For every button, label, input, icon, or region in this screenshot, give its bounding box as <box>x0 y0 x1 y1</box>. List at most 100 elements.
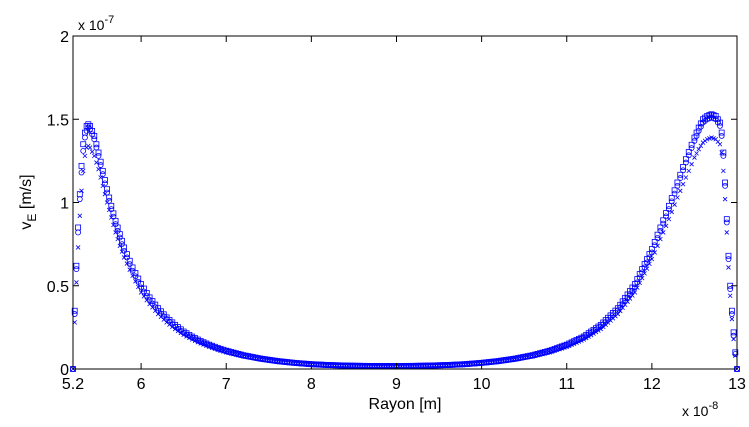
data-point <box>680 181 686 187</box>
data-point <box>677 188 683 194</box>
data-point <box>588 332 594 338</box>
data-point <box>689 161 694 167</box>
data-point <box>119 249 125 254</box>
data-point <box>680 164 686 170</box>
data-point <box>170 324 175 330</box>
data-point <box>680 167 686 174</box>
data-point <box>660 220 667 227</box>
data-point <box>94 160 99 165</box>
data-point <box>730 332 737 339</box>
data-point <box>677 171 684 178</box>
data-point <box>728 311 735 317</box>
data-point <box>97 158 104 165</box>
data-point <box>727 286 734 292</box>
data-point <box>104 200 110 205</box>
plot-area <box>73 36 737 369</box>
data-point <box>630 293 635 298</box>
data-point <box>581 337 587 342</box>
data-point <box>634 285 640 290</box>
data-point <box>732 349 739 356</box>
data-point <box>198 341 203 346</box>
x-tick-label: 6 <box>137 376 146 393</box>
data-point <box>566 343 572 349</box>
data-point <box>672 202 677 208</box>
data-point <box>106 197 113 204</box>
data-point <box>671 190 678 197</box>
data-point <box>106 194 113 201</box>
data-point <box>111 222 116 228</box>
data-point <box>189 337 195 342</box>
data-point <box>693 132 700 139</box>
data-point <box>668 198 675 205</box>
x-tick-label: 11 <box>558 376 575 393</box>
data-point <box>644 259 650 266</box>
data-point <box>102 180 108 187</box>
data-point <box>657 227 664 234</box>
y-exponent-label: x 10-7 <box>78 14 114 33</box>
data-point <box>114 227 121 234</box>
data-point <box>117 243 123 249</box>
y-tick-label: 1 <box>60 196 69 213</box>
data-point <box>124 251 130 258</box>
data-point <box>642 271 647 276</box>
data-point <box>87 126 93 133</box>
data-point <box>106 207 112 213</box>
x-tick-label: 12 <box>643 376 661 393</box>
data-point <box>73 262 80 269</box>
x-tick-label: 8 <box>307 376 316 393</box>
data-point <box>184 334 189 339</box>
x-exponent-label: x 10-8 <box>682 400 718 419</box>
data-point <box>725 256 732 263</box>
x-multiplier-text: x 10 <box>682 403 709 419</box>
data-point <box>192 338 198 344</box>
data-point <box>732 351 739 357</box>
data-point <box>201 342 206 347</box>
data-point <box>671 187 678 194</box>
data-point <box>209 345 215 351</box>
data-point <box>652 250 657 255</box>
y-tick-label: 1.5 <box>47 112 69 129</box>
data-point <box>91 153 97 159</box>
data-point <box>78 162 85 169</box>
data-point <box>627 296 633 301</box>
data-point <box>686 168 692 174</box>
data-point <box>89 131 96 138</box>
series-cross <box>70 135 740 372</box>
data-point <box>77 213 83 219</box>
data-point <box>212 346 218 352</box>
data-point <box>172 326 178 332</box>
y-axis-label: vE [m/s] <box>18 174 39 229</box>
data-point <box>632 290 638 295</box>
data-point <box>195 339 201 345</box>
data-point <box>636 274 643 281</box>
data-point <box>654 235 661 241</box>
data-point <box>215 347 221 353</box>
data-point <box>99 171 106 178</box>
data-point <box>688 145 695 152</box>
data-point <box>727 293 733 299</box>
data-point <box>75 245 81 250</box>
data-point <box>109 215 114 220</box>
x-axis-label: Rayon [m] <box>369 396 442 413</box>
data-point <box>100 183 106 189</box>
data-point <box>657 224 664 231</box>
data-point <box>596 328 601 333</box>
data-point <box>663 213 669 220</box>
data-point <box>617 308 623 314</box>
data-point <box>83 128 90 134</box>
data-point <box>167 322 172 327</box>
data-point <box>569 342 574 348</box>
data-point <box>164 320 169 325</box>
data-point <box>663 210 669 216</box>
data-point <box>75 229 82 236</box>
data-point <box>102 177 108 183</box>
data-point <box>720 149 727 156</box>
data-point <box>731 336 736 342</box>
data-point <box>646 254 653 261</box>
data-point <box>674 182 681 189</box>
data-point <box>138 290 144 295</box>
data-point <box>593 329 599 335</box>
data-point <box>571 341 577 346</box>
data-point <box>113 230 118 235</box>
data-point <box>718 129 725 136</box>
